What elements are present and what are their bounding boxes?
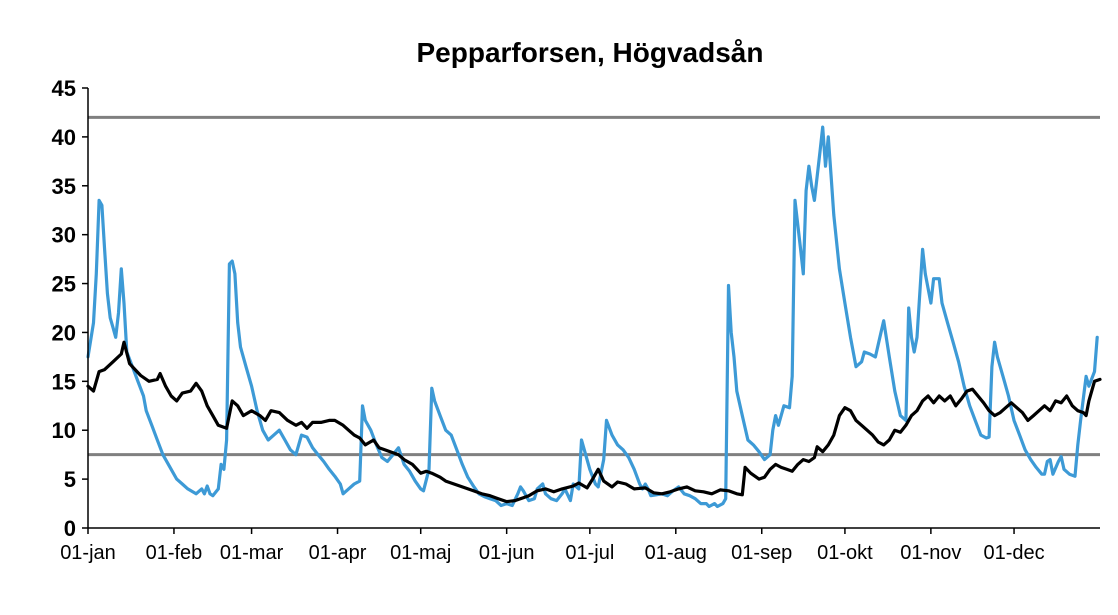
y-tick-label: 15 — [52, 369, 76, 394]
y-tick-label: 0 — [64, 516, 76, 541]
series-line — [86, 125, 1099, 509]
x-tick-label: 01-mar — [220, 542, 284, 564]
x-tick-label: 01-apr — [309, 542, 367, 564]
y-tick-label: 25 — [52, 272, 76, 297]
y-tick-label: 40 — [52, 125, 76, 150]
x-tick-label: 01-maj — [390, 542, 451, 564]
y-tick-label: 30 — [52, 223, 76, 248]
axes — [87, 88, 1100, 529]
y-tick-label: 10 — [52, 418, 76, 443]
chart-title: Pepparforsen, Högvadsån — [417, 37, 764, 68]
series-lines — [86, 125, 1102, 509]
x-tick-label: 01-jul — [565, 542, 614, 564]
x-tick-label: 01-jan — [60, 542, 116, 564]
y-ticks: 0 5 10 15 20 25 30 35 40 45 — [52, 76, 88, 541]
x-tick-label: 01-aug — [645, 542, 707, 564]
y-tick-label: 45 — [52, 76, 76, 101]
x-tick-label: 01-okt — [817, 542, 873, 564]
x-tick-label: 01-jun — [479, 542, 535, 564]
series-line — [86, 340, 1102, 504]
x-tick-label: 01-sep — [731, 542, 792, 564]
y-tick-label: 5 — [64, 467, 76, 492]
y-tick-label: 35 — [52, 174, 76, 199]
x-tick-label: 01-nov — [900, 542, 961, 564]
x-tick-label: 01-feb — [146, 542, 203, 564]
x-ticks: 01-jan 01-feb 01-mar 01-apr 01-maj 01-jun 01-j… — [60, 528, 1045, 564]
y-tick-label: 20 — [52, 320, 76, 345]
x-tick-label: 01-dec — [983, 542, 1044, 564]
reference-lines — [88, 115, 1100, 457]
